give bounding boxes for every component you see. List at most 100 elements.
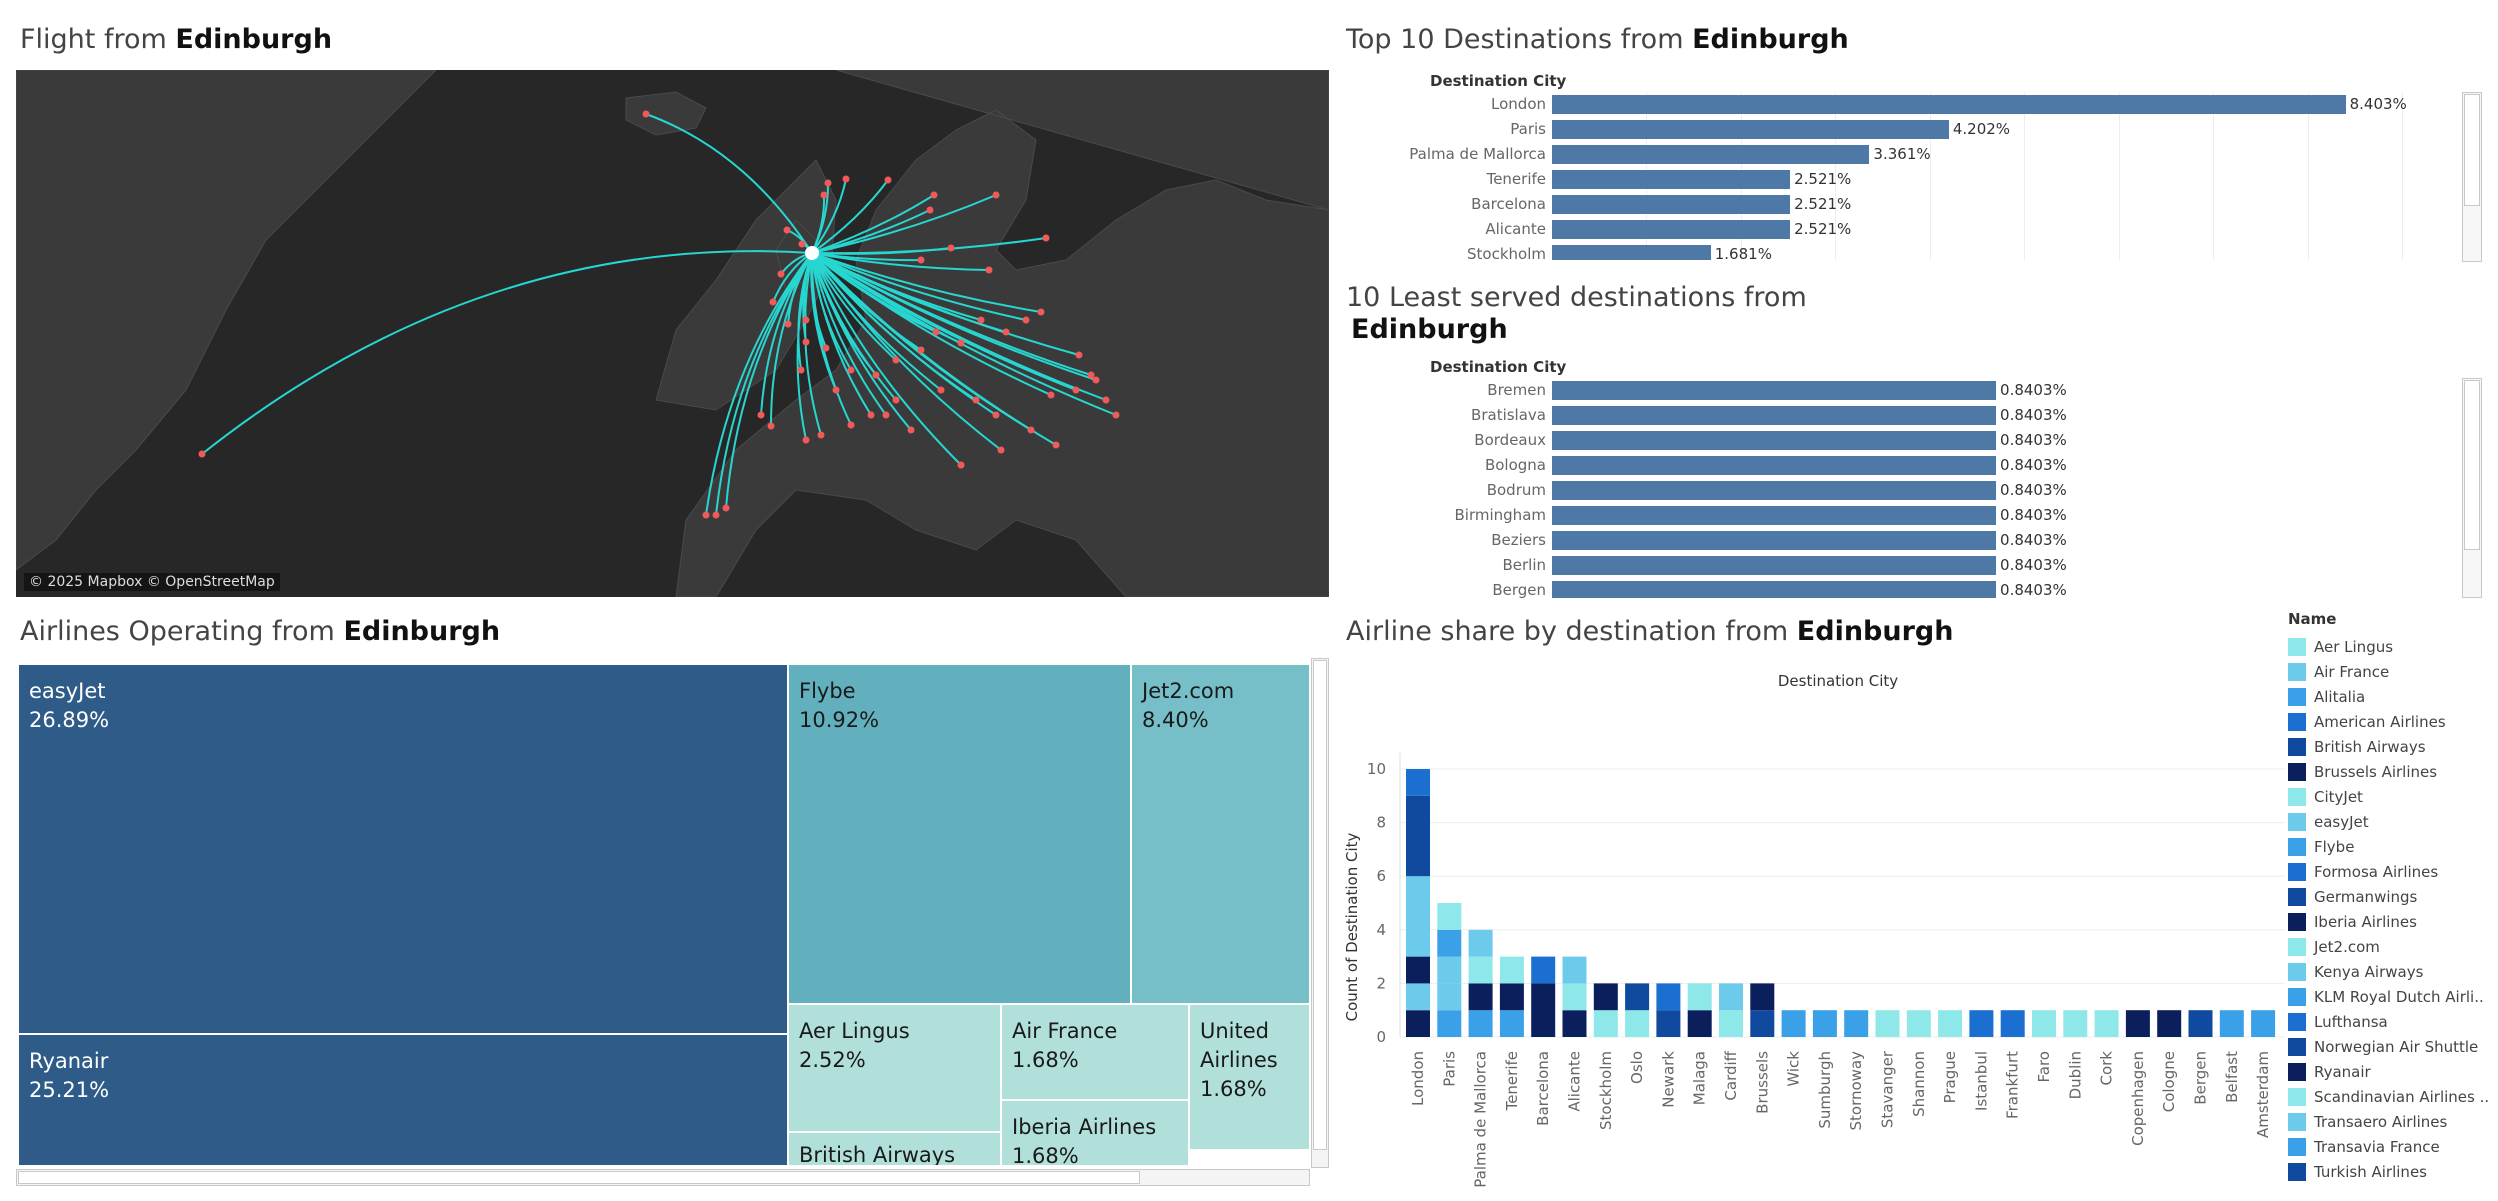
stacked-bar-segment[interactable]: [1468, 1010, 1493, 1037]
stacked-bar-segment[interactable]: [1406, 876, 1430, 957]
destination-point[interactable]: [1072, 386, 1080, 394]
destination-point[interactable]: [932, 328, 940, 336]
legend-item[interactable]: CityJet: [2288, 784, 2493, 809]
least10-row[interactable]: Birmingham 0.8403%: [1346, 503, 2446, 528]
stacked-bar-segment[interactable]: [1719, 983, 1743, 1011]
least10-row[interactable]: Bodrum 0.8403%: [1346, 478, 2446, 503]
stacked-bar-segment[interactable]: [2251, 1010, 2276, 1037]
destination-point[interactable]: [917, 346, 925, 354]
top10-row[interactable]: Paris 4.202%: [1346, 117, 2446, 142]
destination-point[interactable]: [802, 436, 810, 444]
legend-item[interactable]: Transavia France: [2288, 1134, 2493, 1159]
treemap-tile[interactable]: Iberia Airlines 1.68%: [1001, 1100, 1189, 1166]
least10-bar[interactable]: [1552, 406, 1997, 425]
destination-point[interactable]: [1052, 441, 1060, 449]
stacked-bar-segment[interactable]: [1468, 956, 1493, 984]
stacked-bar-segment[interactable]: [1750, 1010, 1775, 1037]
stacked-bar-segment[interactable]: [1750, 983, 1775, 1011]
destination-point[interactable]: [784, 320, 792, 328]
destination-point[interactable]: [757, 411, 765, 419]
least10-bar[interactable]: [1552, 381, 1997, 400]
least10-bar[interactable]: [1552, 556, 1997, 575]
stacked-bar-segment[interactable]: [1781, 1010, 1806, 1037]
stacked-bar-segment[interactable]: [1875, 1010, 1900, 1037]
least10-row[interactable]: Bordeaux 0.8403%: [1346, 428, 2446, 453]
destination-point[interactable]: [702, 511, 710, 519]
top10-bar[interactable]: [1552, 195, 1791, 214]
top10-row[interactable]: Stockholm 1.681%: [1346, 242, 2446, 260]
stacked-bar-segment[interactable]: [1406, 956, 1430, 984]
legend-item[interactable]: American Airlines: [2288, 709, 2493, 734]
destination-point[interactable]: [1002, 328, 1010, 336]
destination-point[interactable]: [947, 244, 955, 252]
top10-bar[interactable]: [1552, 170, 1791, 189]
destination-point[interactable]: [1075, 351, 1083, 359]
airline-share-stacked-chart[interactable]: Destination City Count of Destination Cit…: [1340, 660, 2290, 1200]
stacked-bar-segment[interactable]: [1906, 1010, 1931, 1037]
stacked-bar-segment[interactable]: [2125, 1010, 2150, 1037]
least10-scroll-thumb[interactable]: [2464, 380, 2480, 550]
stacked-bar-segment[interactable]: [1406, 795, 1430, 877]
flight-map[interactable]: © 2025 Mapbox © OpenStreetMap: [16, 70, 1329, 597]
stacked-bar-segment[interactable]: [1969, 1010, 1994, 1037]
treemap-tile[interactable]: Jet2.com 8.40%: [1131, 664, 1310, 1004]
least10-row[interactable]: Bologna 0.8403%: [1346, 453, 2446, 478]
least10-row[interactable]: Bergen 0.8403%: [1346, 578, 2446, 598]
stacked-bar-segment[interactable]: [1499, 956, 1524, 984]
destination-point[interactable]: [824, 179, 832, 187]
least10-bar-chart[interactable]: Bremen 0.8403% Bratislava 0.8403% Bordeaux 0.…: [1346, 378, 2456, 598]
destination-point[interactable]: [1112, 411, 1120, 419]
stacked-bar-segment[interactable]: [1687, 1010, 1712, 1037]
stacked-bar-segment[interactable]: [1812, 1010, 1837, 1037]
stacked-bar-segment[interactable]: [1719, 1010, 1743, 1037]
airlines-treemap[interactable]: easyJet 26.89% Ryanair 25.21% Flybe 10.92% Jet…: [18, 664, 1310, 1166]
legend-item[interactable]: Scandinavian Airlines ..: [2288, 1084, 2493, 1109]
legend-item[interactable]: Ryanair: [2288, 1059, 2493, 1084]
destination-point[interactable]: [802, 316, 810, 324]
destination-point[interactable]: [872, 371, 880, 379]
destination-point[interactable]: [907, 426, 915, 434]
treemap-tile[interactable]: easyJet 26.89%: [18, 664, 788, 1034]
stacked-bar-segment[interactable]: [1844, 1010, 1869, 1037]
destination-point[interactable]: [198, 450, 206, 458]
destination-point[interactable]: [992, 191, 1000, 199]
destination-point[interactable]: [977, 316, 985, 324]
stacked-bar-segment[interactable]: [1531, 983, 1556, 1037]
destination-point[interactable]: [892, 396, 900, 404]
destination-point[interactable]: [992, 411, 1000, 419]
destination-point[interactable]: [1022, 316, 1030, 324]
legend-item[interactable]: Germanwings: [2288, 884, 2493, 909]
destination-point[interactable]: [817, 431, 825, 439]
legend-item[interactable]: Flybe: [2288, 834, 2493, 859]
stacked-bar-segment[interactable]: [1593, 983, 1618, 1011]
destination-point[interactable]: [832, 386, 840, 394]
top10-row[interactable]: Palma de Mallorca 3.361%: [1346, 142, 2446, 167]
destination-point[interactable]: [917, 256, 925, 264]
destination-point[interactable]: [884, 176, 892, 184]
destination-point[interactable]: [892, 356, 900, 364]
legend-item[interactable]: Norwegian Air Shuttle: [2288, 1034, 2493, 1059]
legend-item[interactable]: British Airways: [2288, 734, 2493, 759]
treemap-horizontal-scrollbar[interactable]: [16, 1169, 1310, 1186]
top10-bar[interactable]: [1552, 245, 1711, 260]
origin-airport-marker[interactable]: [805, 246, 819, 260]
destination-point[interactable]: [1092, 376, 1100, 384]
stacked-bar-segment[interactable]: [1562, 1010, 1587, 1037]
stacked-bar-segment[interactable]: [1687, 983, 1712, 1011]
stacked-bar-segment[interactable]: [2188, 1010, 2213, 1037]
stacked-bar-segment[interactable]: [1468, 929, 1493, 957]
top10-row[interactable]: Alicante 2.521%: [1346, 217, 2446, 242]
destination-point[interactable]: [985, 266, 993, 274]
least10-scrollbar[interactable]: [2462, 378, 2482, 598]
destination-point[interactable]: [820, 191, 828, 199]
destination-point[interactable]: [930, 191, 938, 199]
treemap-vscroll-thumb[interactable]: [1313, 660, 1327, 1150]
top10-scrollbar[interactable]: [2462, 92, 2482, 262]
destination-point[interactable]: [1037, 308, 1045, 316]
stacked-bar-segment[interactable]: [1593, 1010, 1618, 1037]
treemap-vertical-scrollbar[interactable]: [1311, 658, 1329, 1168]
legend-item[interactable]: Transaero Airlines: [2288, 1109, 2493, 1134]
top10-row[interactable]: Tenerife 2.521%: [1346, 167, 2446, 192]
stacked-bar-segment[interactable]: [2032, 1010, 2056, 1037]
stacked-bar-segment[interactable]: [1562, 983, 1587, 1011]
